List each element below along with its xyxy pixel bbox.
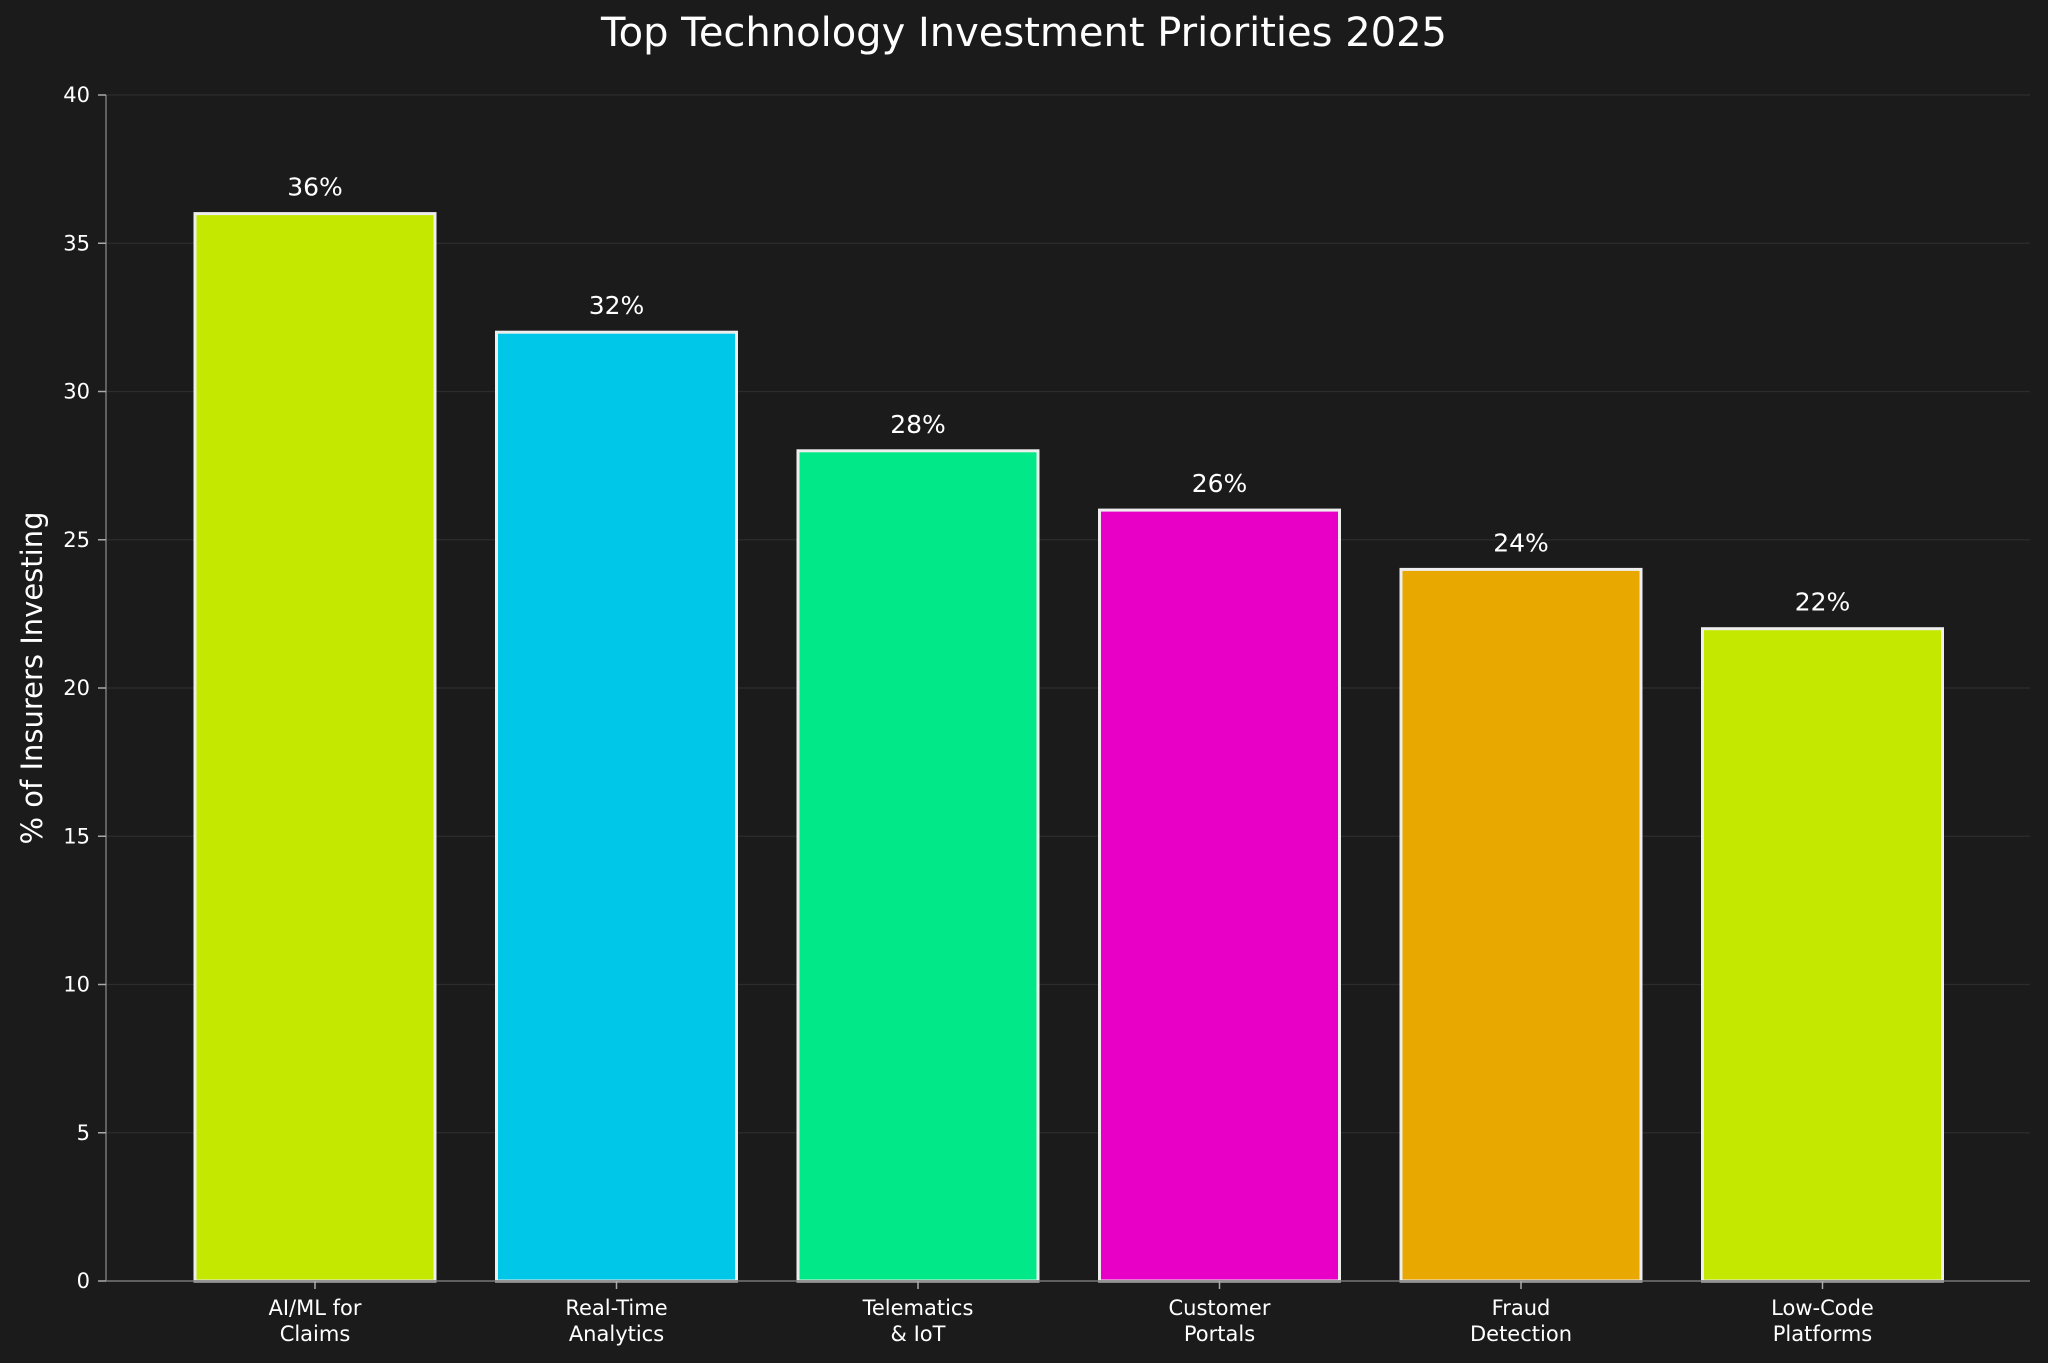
y-tick-label: 5 <box>77 1121 90 1145</box>
x-tick-label: Customer Portals <box>1168 1296 1270 1346</box>
y-tick-label: 20 <box>63 676 90 700</box>
bar <box>1399 567 1643 1283</box>
data-label: 28% <box>890 410 946 439</box>
y-tick-label: 15 <box>63 824 90 848</box>
bar <box>193 212 437 1283</box>
bar <box>1098 508 1341 1283</box>
x-tick-label: Real-Time Analytics <box>565 1296 667 1346</box>
y-tick-label: 25 <box>63 528 90 552</box>
bar <box>495 330 738 1283</box>
data-label: 26% <box>1192 469 1248 498</box>
x-tick-label: Low-Code Platforms <box>1771 1296 1874 1346</box>
y-tick-label: 35 <box>63 231 90 255</box>
y-tick-label: 0 <box>77 1269 90 1293</box>
x-tick-label: Telematics & IoT <box>862 1296 974 1346</box>
y-tick-label: 40 <box>63 83 90 107</box>
data-label: 22% <box>1795 588 1851 617</box>
ticks-layer: 0 5 10 15 20 25 30 35 40 <box>63 83 1824 1293</box>
y-tick-label: 30 <box>63 380 90 404</box>
data-label: 24% <box>1493 528 1549 557</box>
y-tick-label: 10 <box>63 973 90 997</box>
bar <box>796 449 1040 1283</box>
data-label: 36% <box>287 173 343 202</box>
bars-layer <box>193 212 1944 1283</box>
x-tick-label: Fraud Detection <box>1470 1296 1572 1346</box>
y-axis-label: % of Insurers Investing <box>15 511 49 844</box>
category-labels: AI/ML for Claims Real-Time Analytics Telemat… <box>268 1296 1873 1346</box>
x-tick-label: AI/ML for Claims <box>268 1296 361 1346</box>
bar <box>1701 627 1944 1283</box>
data-label: 32% <box>589 291 645 320</box>
data-labels: 36% 32% 28% 26% 24% 22% <box>287 173 1850 617</box>
chart-title: Top Technology Investment Priorities 202… <box>600 10 1447 56</box>
